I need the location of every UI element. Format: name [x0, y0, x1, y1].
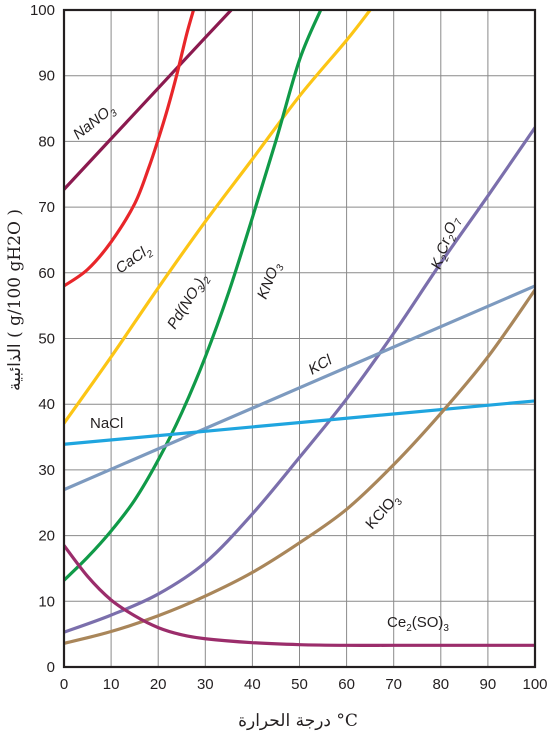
- series-label-kno3: KNO3: [254, 259, 287, 302]
- y-tick-label: 60: [38, 265, 55, 282]
- y-tick-label: 80: [38, 133, 55, 150]
- tick-labels: 0 10 20 30 40 50 60 70 80 90 100 0 10 20 30 40 50 60 70 80 9…: [30, 2, 548, 693]
- x-tick-label: 70: [385, 676, 402, 693]
- x-axis-title: درجة الحرارة °C: [238, 711, 358, 731]
- x-tick-label: 90: [480, 676, 497, 693]
- x-tick-label: 100: [522, 676, 547, 693]
- plot-frame: [62, 8, 537, 669]
- series-line-cacl2: [64, 10, 196, 288]
- y-tick-label: 30: [38, 462, 55, 479]
- series-label-k2cr2o7: K2Cr2O7: [428, 214, 465, 272]
- series-line-nano3: [64, 10, 233, 191]
- x-tick-label: 20: [150, 676, 167, 693]
- x-tick-label: 0: [60, 676, 68, 693]
- x-tick-label: 30: [197, 676, 214, 693]
- series-line-kno3: [64, 10, 323, 582]
- plot-border: [62, 8, 537, 669]
- y-tick-label: 50: [38, 331, 55, 348]
- x-tick-label: 80: [432, 676, 449, 693]
- series-line-pdno32: [64, 10, 372, 425]
- x-tick-label: 10: [103, 676, 120, 693]
- series-label-ce2so43: Ce2(SO)3: [387, 614, 449, 634]
- x-tick-label: 50: [291, 676, 308, 693]
- y-tick-label: 20: [38, 528, 55, 545]
- y-tick-label: 0: [47, 659, 55, 676]
- grid: [63, 9, 536, 668]
- series-label-nacl: NaCl: [90, 415, 123, 432]
- series-line-ce2so43: [64, 543, 535, 647]
- x-tick-label: 40: [244, 676, 261, 693]
- y-tick-label: 100: [30, 2, 55, 19]
- series-line-k2cr2o7: [64, 126, 535, 634]
- series-line-kclo3: [64, 288, 535, 645]
- series-label-pdno32: Pd(NO3)2: [164, 270, 214, 334]
- y-tick-label: 40: [38, 396, 55, 413]
- series-line-kcl: [64, 284, 535, 492]
- y-tick-label: 10: [38, 593, 55, 610]
- y-axis-title: الذائبية ( g/100 gH2O ): [5, 209, 25, 391]
- y-tick-label: 70: [38, 199, 55, 216]
- series-line-nacl: [64, 399, 535, 446]
- series-label-cacl2: CaCl2: [113, 241, 157, 280]
- series-label-kclo3: KClO3: [362, 490, 405, 534]
- curves: [64, 10, 535, 647]
- x-tick-label: 60: [338, 676, 355, 693]
- y-tick-label: 90: [38, 68, 55, 85]
